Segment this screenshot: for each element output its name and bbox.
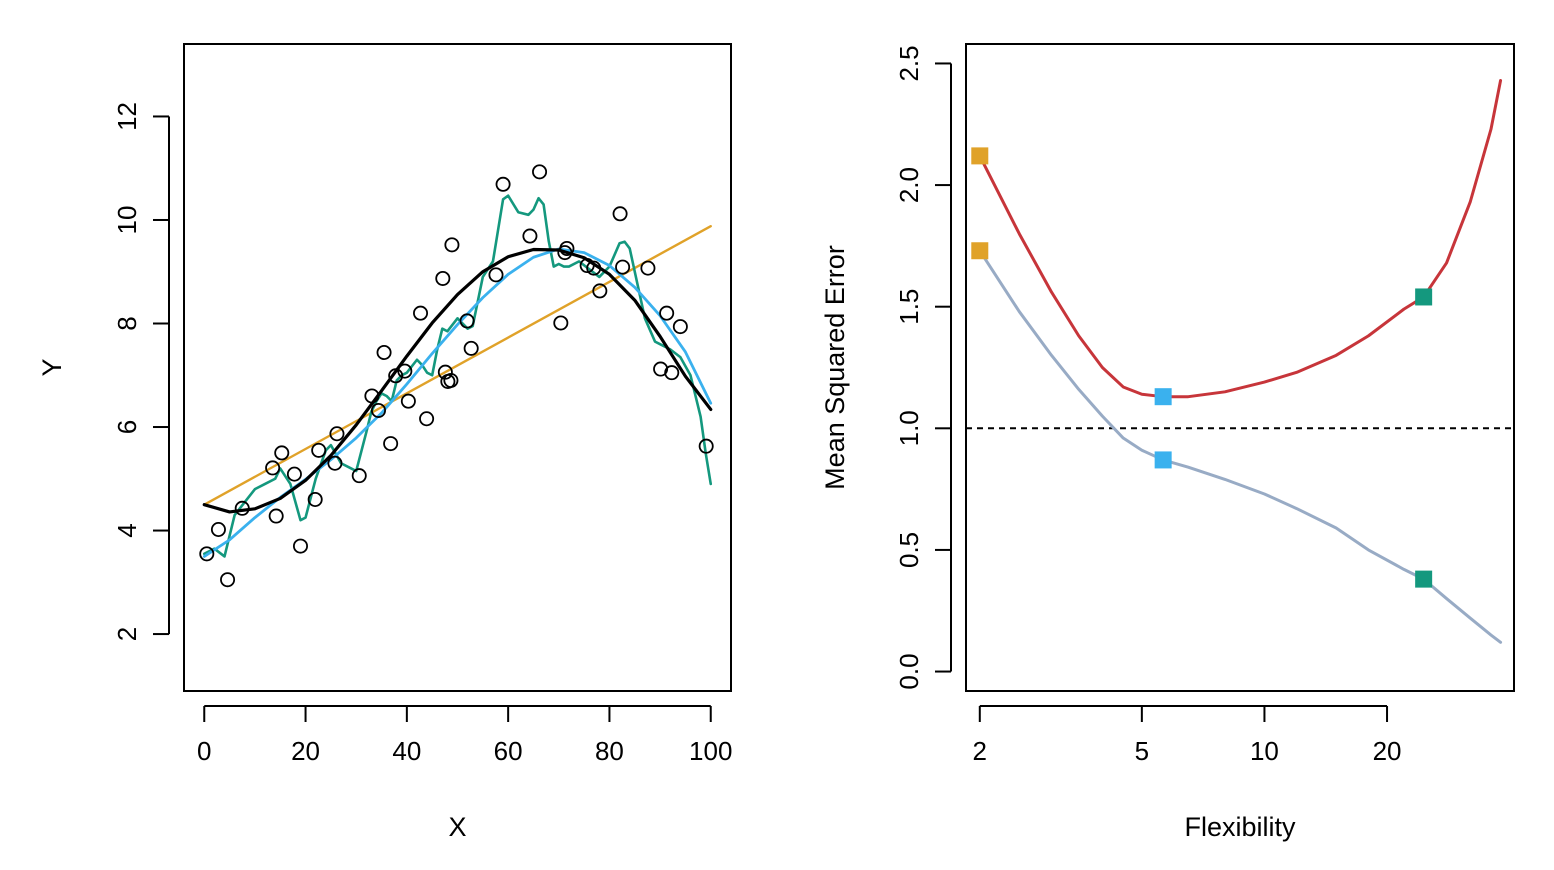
left-y-tick-label: 8 <box>112 316 142 330</box>
data-point <box>612 206 628 222</box>
right-x-axis: 2 5 10 20 <box>973 705 1402 766</box>
mse-marker-square <box>971 147 989 165</box>
data-point <box>659 305 675 321</box>
test-mse-curve <box>978 78 1503 399</box>
data-point <box>443 372 459 388</box>
data-point <box>664 365 680 381</box>
left-data-points <box>199 164 714 588</box>
data-point <box>586 260 602 276</box>
left-x-axis: 0 20 40 60 80 100 <box>197 705 732 766</box>
data-point <box>234 500 250 516</box>
left-x-tick-label: 20 <box>291 736 320 766</box>
left-x-tick-label: 100 <box>689 736 732 766</box>
data-point <box>553 315 569 331</box>
data-point <box>640 260 656 276</box>
mse-marker-square <box>1415 570 1433 588</box>
data-point <box>672 319 688 335</box>
right-mse-markers <box>971 147 1433 588</box>
data-point <box>397 363 413 379</box>
left-x-tick-label: 40 <box>392 736 421 766</box>
right-x-tick-label: 20 <box>1373 736 1402 766</box>
data-point <box>376 344 392 360</box>
wiggly-spline-curve <box>202 194 713 558</box>
data-point <box>286 466 302 482</box>
right-x-axis-label: Flexibility <box>1184 812 1296 842</box>
data-point <box>444 237 460 253</box>
left-y-tick-label: 12 <box>112 102 142 131</box>
training-mse-curve <box>978 249 1503 644</box>
data-point <box>400 393 416 409</box>
right-y-axis: 0.0 0.5 1.0 1.5 2.0 2.5 <box>894 45 952 690</box>
left-y-tick-label: 2 <box>112 627 142 641</box>
mse-marker-square <box>1154 388 1172 406</box>
left-y-axis: 2 4 6 8 10 12 <box>112 102 170 641</box>
data-point <box>210 522 226 538</box>
left-x-tick-label: 80 <box>595 736 624 766</box>
data-point <box>522 228 538 244</box>
data-point <box>419 411 435 427</box>
mse-marker-square <box>971 242 989 260</box>
data-point <box>532 164 548 180</box>
data-point <box>307 491 323 507</box>
data-point <box>311 442 327 458</box>
data-point <box>329 426 345 442</box>
left-y-axis-label: Y <box>37 358 67 376</box>
left-y-tick-label: 6 <box>112 420 142 434</box>
data-point <box>559 240 575 256</box>
left-y-tick-label: 10 <box>112 206 142 235</box>
data-point <box>698 438 714 454</box>
data-point <box>488 267 504 283</box>
data-point <box>413 305 429 321</box>
data-point <box>463 340 479 356</box>
data-point <box>615 259 631 275</box>
data-point <box>351 468 367 484</box>
right-panel-mse-plot: 2 5 10 20 0.0 0.5 1.0 1.5 2.0 2.5 Flexibility Me… <box>820 43 1515 842</box>
right-y-tick-label: 0.5 <box>894 532 924 568</box>
right-y-tick-label: 1.0 <box>894 410 924 446</box>
right-x-tick-label: 10 <box>1250 736 1279 766</box>
right-x-tick-label: 5 <box>1135 736 1149 766</box>
data-point <box>220 572 236 588</box>
data-point <box>435 270 451 286</box>
data-point <box>495 176 511 192</box>
right-x-tick-label: 2 <box>973 736 987 766</box>
right-y-tick-label: 2.5 <box>894 45 924 81</box>
left-x-tick-label: 0 <box>197 736 211 766</box>
data-point <box>370 402 386 418</box>
data-point <box>579 258 595 274</box>
left-x-tick-label: 60 <box>494 736 523 766</box>
data-point <box>383 436 399 452</box>
right-mse-curves <box>978 78 1503 644</box>
data-point <box>265 460 281 476</box>
left-y-tick-label: 4 <box>112 523 142 537</box>
left-x-axis-label: X <box>448 812 466 842</box>
data-point <box>459 313 475 329</box>
mse-marker-square <box>1154 451 1172 469</box>
data-point <box>292 538 308 554</box>
right-y-tick-label: 0.0 <box>894 653 924 689</box>
right-y-tick-label: 1.5 <box>894 289 924 325</box>
right-y-tick-label: 2.0 <box>894 167 924 203</box>
right-y-axis-label: Mean Squared Error <box>820 245 850 490</box>
left-panel-fit-plot: 0 20 40 60 80 100 2 4 6 8 10 12 X Y <box>37 43 732 842</box>
data-point <box>364 388 380 404</box>
data-point <box>327 455 343 471</box>
data-point <box>199 546 215 562</box>
right-plot-frame <box>965 43 1515 692</box>
left-plot-frame <box>183 43 732 692</box>
true-function-curve <box>202 247 713 514</box>
data-point <box>268 508 284 524</box>
mse-marker-square <box>1415 288 1433 306</box>
data-point <box>274 445 290 461</box>
data-point <box>388 368 404 384</box>
data-point <box>592 283 608 299</box>
